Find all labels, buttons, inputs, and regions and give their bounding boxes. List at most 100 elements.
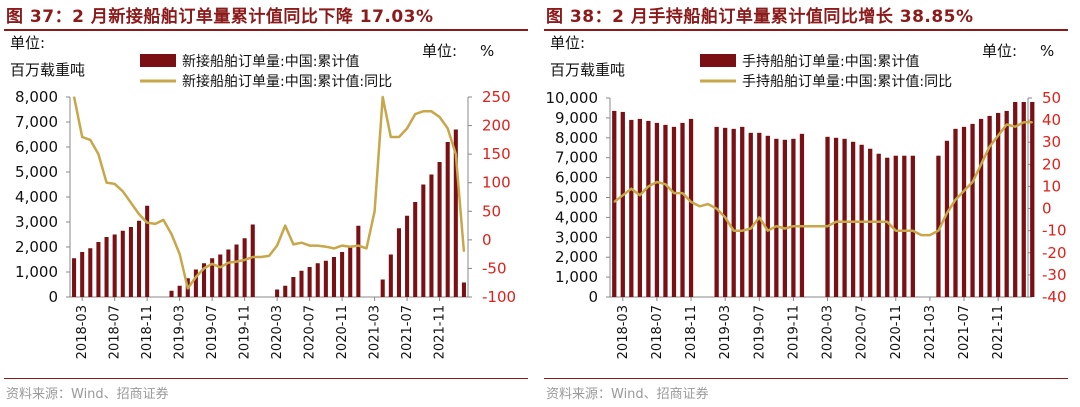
left-tick-label: 0	[588, 288, 598, 306]
yoy-point	[903, 229, 906, 232]
bar	[307, 267, 312, 297]
right-tick-label: 50	[1042, 89, 1061, 107]
yoy-point	[349, 245, 352, 248]
x-tick-label: 2018-03	[616, 305, 631, 359]
bar	[799, 133, 805, 297]
left-tick-label: 7,000	[555, 149, 598, 167]
figure-title: 图 38：2 月手持船舶订单量累计值同比增长 38.85%	[546, 7, 974, 27]
bar	[740, 126, 745, 297]
yoy-point	[809, 225, 812, 228]
bar	[242, 238, 247, 297]
bar	[850, 141, 856, 297]
left-tick-label: 5,000	[555, 189, 598, 207]
yoy-point	[357, 244, 360, 247]
bar	[1021, 101, 1026, 297]
x-tick-label: 2020-07	[855, 305, 870, 359]
bar	[72, 258, 77, 297]
bar	[234, 244, 239, 297]
yoy-point	[178, 253, 181, 255]
bar	[885, 157, 890, 297]
yoy-point	[381, 96, 384, 98]
left-tick-label: 6,000	[15, 138, 58, 156]
yoy-point	[463, 250, 465, 253]
yoy-point	[843, 221, 846, 223]
yoy-point	[741, 229, 744, 232]
yoy-point	[390, 136, 392, 138]
bar	[356, 225, 361, 297]
left-tick-label: 4,000	[555, 208, 598, 226]
yoy-point	[1005, 123, 1008, 126]
x-tick-label: 2018-07	[650, 305, 665, 359]
bar	[978, 118, 984, 298]
left-unit-label: 单位:	[550, 34, 585, 52]
yoy-point	[988, 145, 991, 148]
bar	[791, 138, 796, 297]
bar	[291, 277, 296, 297]
yoy-point	[852, 221, 854, 223]
yoy-point	[138, 213, 140, 215]
yoy-point	[1031, 121, 1034, 124]
yoy-point	[154, 223, 157, 225]
yoy-point	[219, 266, 222, 269]
yoy-point	[414, 113, 417, 115]
bar	[226, 249, 231, 297]
x-tick-label: 2020-11	[889, 305, 904, 359]
bar	[348, 247, 353, 297]
x-tick-label: 2019-03	[718, 305, 733, 359]
yoy-point	[105, 181, 108, 184]
source-divider	[544, 378, 1068, 379]
yoy-point	[937, 229, 940, 232]
bar	[445, 142, 450, 297]
right-tick-label: 150	[482, 145, 511, 163]
yoy-point	[211, 263, 213, 265]
yoy-point	[971, 181, 974, 183]
left-tick-label: 0	[48, 288, 58, 306]
left-tick-label: 5,000	[15, 163, 58, 181]
yoy-point	[113, 183, 116, 185]
yoy-point	[73, 96, 75, 98]
x-tick-label: 2021-07	[957, 305, 972, 359]
right-tick-label: -20	[1042, 244, 1067, 262]
bar	[646, 120, 651, 297]
yoy-point	[767, 229, 769, 232]
yoy-point	[162, 219, 165, 221]
bar	[104, 237, 109, 297]
yoy-point	[912, 229, 914, 232]
right-tick-label: 20	[1042, 155, 1061, 173]
yoy-line	[613, 121, 1033, 237]
bar	[1004, 110, 1009, 297]
order-book-chart: 单位: 百万载重吨 单位: % 手持船舶订单量:中国:累计值手持船舶订单量:中国:累计值…	[546, 34, 1067, 359]
yoy-point	[613, 201, 616, 203]
x-tick-label: 2021-03	[368, 305, 383, 359]
right-tick-label: 10	[1042, 177, 1061, 195]
yoy-point	[698, 205, 701, 208]
right-tick-label: -30	[1042, 266, 1067, 284]
legend-swatch-bar	[140, 54, 176, 67]
bar	[201, 263, 207, 297]
figure-panel-38: 图 38：2 月手持船舶订单量累计值同比增长 38.85% 单位: 百万载重吨 单位…	[540, 0, 1080, 407]
x-tick-label: 2019-03	[173, 305, 188, 359]
yoy-point	[203, 267, 205, 270]
yoy-point	[333, 247, 335, 250]
bar	[461, 282, 466, 297]
yoy-point	[300, 241, 303, 244]
bar	[782, 139, 788, 297]
title-divider	[4, 29, 528, 31]
right-tick-label: 40	[1042, 111, 1061, 129]
bar	[299, 270, 304, 297]
right-unit-label: %	[480, 42, 494, 60]
yoy-point	[1022, 121, 1025, 124]
yoy-point	[251, 256, 254, 258]
x-tick-label: 2020-03	[821, 305, 836, 359]
bar	[323, 260, 328, 297]
bar	[96, 242, 101, 297]
yoy-point	[373, 210, 376, 213]
left-tick-label: 2,000	[555, 248, 598, 266]
bar	[902, 155, 907, 297]
yoy-point	[775, 225, 778, 228]
yoy-point	[630, 187, 633, 190]
source-note: 资料来源：Wind、招商证券	[6, 387, 169, 402]
yoy-point	[664, 183, 667, 186]
bar	[936, 155, 941, 297]
bar	[429, 174, 434, 297]
